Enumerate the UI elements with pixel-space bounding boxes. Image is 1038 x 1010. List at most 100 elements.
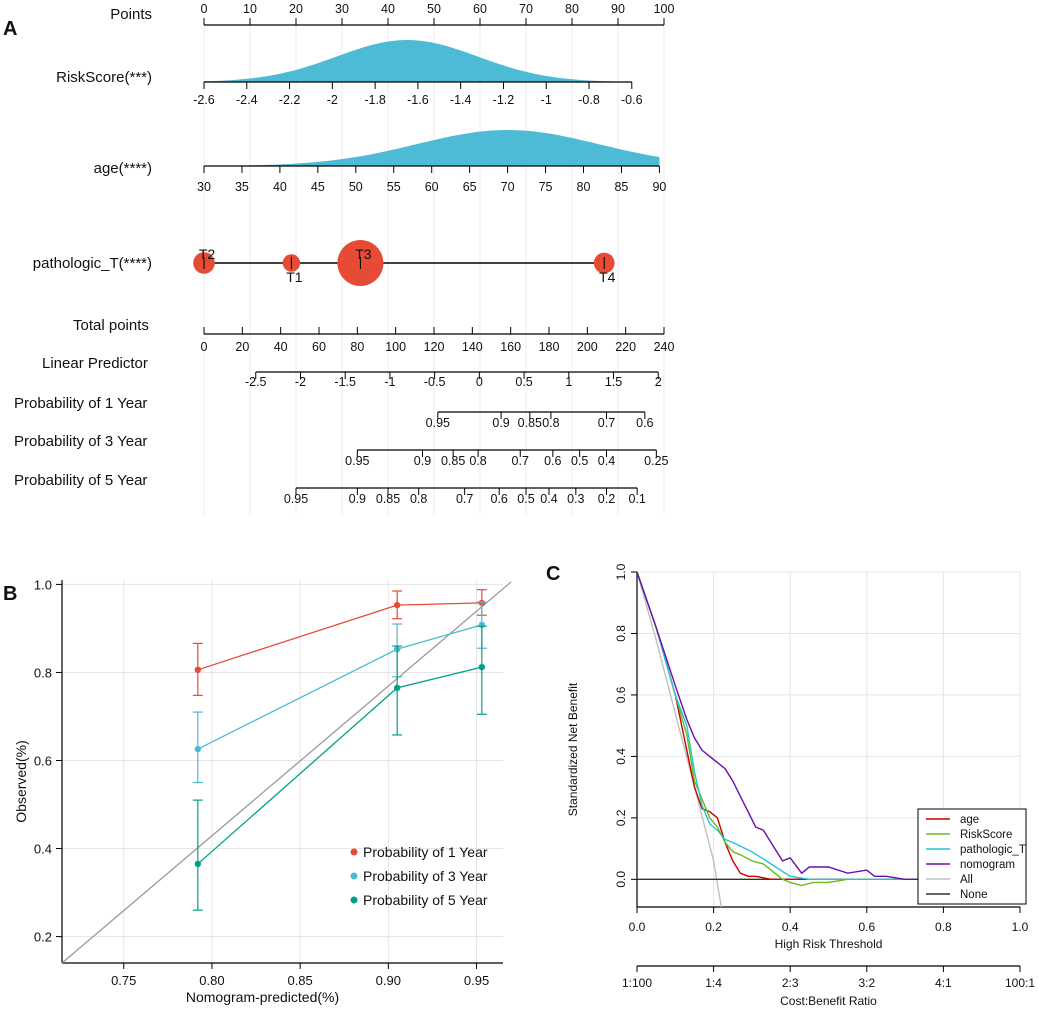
dca-legend-label: All <box>960 874 973 886</box>
points-axis-tick-label: 100 <box>654 2 675 16</box>
linear-predictor-tick-label: 0 <box>476 375 483 389</box>
panel-label-b: B <box>3 583 17 605</box>
calib-legend-marker <box>350 896 358 904</box>
points-axis-tick-label: 80 <box>565 2 579 16</box>
total-points-tick-label: 120 <box>424 340 445 354</box>
dca-y-tick-label: 0.2 <box>614 809 628 826</box>
linear-predictor-tick-label: 0.5 <box>515 375 532 389</box>
age-tick-label: 60 <box>425 180 439 194</box>
pathologic-t-level-label: T1 <box>286 269 303 285</box>
probability-tick-label: 0.25 <box>644 454 668 468</box>
probability-tick-label: 0.9 <box>414 454 431 468</box>
calib-y-tick-label: 1.0 <box>34 577 52 592</box>
dca-x-tick-label: 1.0 <box>1012 920 1029 934</box>
probability-tick-label: 0.6 <box>544 454 561 468</box>
riskscore-tick-label: -2.2 <box>279 93 301 107</box>
linear-predictor-tick-label: 2 <box>655 375 662 389</box>
nomogram-row-label: Probability of 3 Year <box>14 433 147 450</box>
probability-tick-label: 0.95 <box>345 454 369 468</box>
calib-reference-line <box>61 581 512 964</box>
calib-legend-marker <box>350 848 358 856</box>
calib-y-tick-label: 0.2 <box>34 930 52 945</box>
probability-tick-label: 0.8 <box>469 454 486 468</box>
probability-tick-label: 0.7 <box>598 416 615 430</box>
total-points-tick-label: 60 <box>312 340 326 354</box>
dca-series-line <box>637 572 963 880</box>
dca-y-axis-title: Standardized Net Benefit <box>566 682 580 816</box>
calib-x-tick-label: 0.95 <box>464 973 489 988</box>
calib-y-axis-title: Observed(%) <box>13 740 29 822</box>
linear-predictor-tick-label: -1 <box>384 375 395 389</box>
dca-legend-label: RiskScore <box>960 829 1012 841</box>
age-tick-label: 80 <box>577 180 591 194</box>
riskscore-tick-label: -2.6 <box>193 93 215 107</box>
dca-cost-benefit-tick-label: 2:3 <box>782 976 799 990</box>
dca-legend-label: age <box>960 814 979 826</box>
total-points-tick-label: 40 <box>274 340 288 354</box>
dca-panel: 0.0 0.2 0.4 0.6 0.8 1.0 0.0 0.2 0.4 0.6 0.8 1.0 High… <box>566 563 1035 1008</box>
dca-legend-label: None <box>960 889 988 901</box>
calib-series-line <box>197 602 482 671</box>
calib-y-tick-label: 0.4 <box>34 842 52 857</box>
total-points-tick-label: 200 <box>577 340 598 354</box>
linear-predictor-tick-label: -2 <box>295 375 306 389</box>
dca-cost-benefit-tick-label: 3:2 <box>858 976 875 990</box>
calib-point <box>393 601 401 609</box>
pathologic-t-level-label: T2 <box>199 246 216 262</box>
dca-series-line <box>637 572 982 887</box>
riskscore-tick-label: -1 <box>541 93 552 107</box>
dca-cost-benefit-tick-label: 1:100 <box>622 976 652 990</box>
age-density <box>204 130 660 166</box>
dca-x-tick-label: 0.0 <box>629 920 646 934</box>
dca-series-line <box>637 572 982 880</box>
total-points-tick-label: 220 <box>615 340 636 354</box>
dca-cost-benefit-title: Cost:Benefit Ratio <box>780 994 877 1008</box>
points-axis-tick-label: 90 <box>611 2 625 16</box>
probability-tick-label: 0.8 <box>410 492 427 506</box>
probability-tick-label: 0.6 <box>636 416 653 430</box>
riskscore-density <box>204 40 632 82</box>
dca-cost-benefit-tick-label: 1:4 <box>705 976 722 990</box>
dca-y-tick-label: 0.6 <box>614 686 628 703</box>
age-tick-label: 40 <box>273 180 287 194</box>
probability-tick-label: 0.9 <box>349 492 366 506</box>
probability-tick-label: 0.95 <box>426 416 450 430</box>
riskscore-tick-label: -0.8 <box>578 93 600 107</box>
nomogram-row-label: age(****) <box>94 160 152 177</box>
dca-x-tick-label: 0.4 <box>782 920 799 934</box>
dca-legend-label: nomogram <box>960 859 1015 871</box>
probability-tick-label: 0.7 <box>456 492 473 506</box>
nomogram-row-label: pathologic_T(****) <box>33 255 152 272</box>
age-tick-label: 85 <box>614 180 628 194</box>
dca-y-tick-label: 1.0 <box>614 563 628 580</box>
dca-x-tick-label: 0.2 <box>705 920 722 934</box>
calib-x-axis-title: Nomogram-predicted(%) <box>186 989 339 1005</box>
nomogram-row-label: Total points <box>73 317 149 334</box>
age-tick-label: 90 <box>652 180 666 194</box>
probability-tick-label: 0.3 <box>567 492 584 506</box>
total-points-tick-label: 0 <box>201 340 208 354</box>
riskscore-tick-label: -2.4 <box>236 93 258 107</box>
dca-legend-box <box>917 808 1027 905</box>
probability-tick-label: 0.85 <box>376 492 400 506</box>
probability-tick-label: 0.7 <box>512 454 529 468</box>
calib-point <box>194 666 202 674</box>
nomogram-row-label: RiskScore(***) <box>56 69 152 86</box>
linear-predictor-tick-label: 1.5 <box>605 375 622 389</box>
probability-tick-label: 0.2 <box>598 492 615 506</box>
nomogram-row-label: Linear Predictor <box>42 355 148 372</box>
calib-y-tick-label: 0.8 <box>34 665 52 680</box>
dca-x-tick-label: 0.6 <box>858 920 875 934</box>
calibration-panel: 0.75 0.80 0.85 0.90 0.95 0.2 0.4 0.6 0.8 1.0 Nomog… <box>13 577 512 1005</box>
dca-y-tick-label: 0.0 <box>614 871 628 888</box>
linear-predictor-tick-label: -0.5 <box>424 375 446 389</box>
nomogram-panel: Points RiskScore(***) age(****) pathologic_… <box>14 2 674 515</box>
calib-legend-label: Probability of 5 Year <box>363 892 488 908</box>
calib-point <box>194 745 202 753</box>
probability-tick-label: 0.95 <box>284 492 308 506</box>
age-tick-label: 50 <box>349 180 363 194</box>
points-axis-tick-label: 50 <box>427 2 441 16</box>
riskscore-tick-label: -1.6 <box>407 93 429 107</box>
calib-x-tick-label: 0.90 <box>376 973 401 988</box>
dca-series-line <box>637 572 982 880</box>
